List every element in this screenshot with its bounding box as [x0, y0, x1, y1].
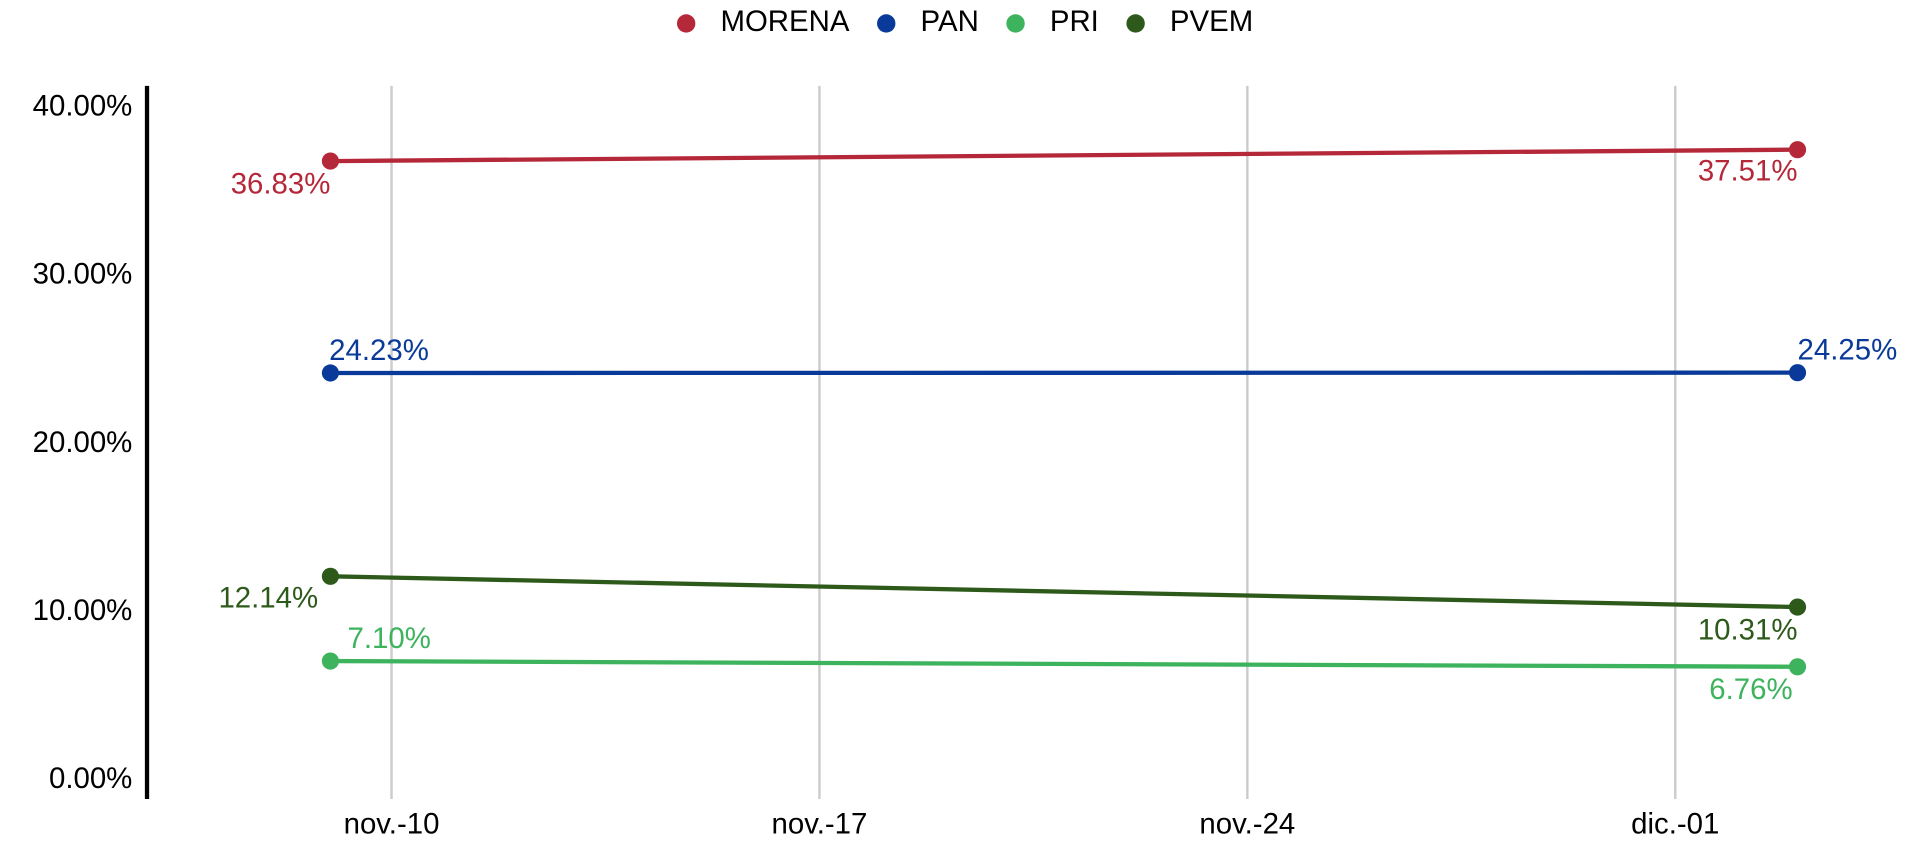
data-label: 12.14% [218, 581, 318, 614]
data-label: 7.10% [348, 622, 431, 655]
series-line [330, 574, 1798, 610]
legend-label: PVEM [1170, 5, 1253, 38]
y-tick-label: 20.00% [33, 426, 133, 459]
data-label: 10.31% [1698, 613, 1798, 646]
legend-marker [676, 14, 696, 33]
legend-marker [877, 14, 896, 33]
data-label: 24.23% [329, 334, 429, 367]
data-point [1788, 598, 1807, 616]
legend-label: PRI [1050, 5, 1099, 38]
y-tick-label: 0.00% [49, 762, 132, 795]
x-tick-label: nov.-17 [772, 808, 868, 841]
data-point [321, 652, 339, 670]
legend-item: PVEM [1126, 5, 1253, 38]
data-point [1788, 141, 1807, 159]
legend-item: PAN [877, 5, 979, 38]
y-tick-label: 40.00% [33, 90, 133, 123]
data-label: 6.76% [1709, 673, 1792, 706]
legend-marker [1006, 14, 1025, 33]
y-tick-label: 30.00% [33, 258, 133, 291]
data-label: 37.51% [1698, 155, 1798, 188]
data-point [321, 152, 339, 170]
legend-marker [1126, 14, 1145, 33]
x-tick-label: nov.-24 [1199, 808, 1295, 841]
x-tick-label: dic.-01 [1631, 808, 1719, 841]
data-point [1788, 364, 1807, 382]
data-point [321, 567, 339, 585]
legend-label: MORENA [720, 5, 849, 38]
legend-item: MORENA [676, 5, 850, 38]
series-line [330, 658, 1798, 669]
data-label: 24.25% [1798, 334, 1898, 367]
series-line [330, 147, 1798, 164]
grid [390, 85, 1677, 799]
legend-item: PRI [1006, 5, 1099, 38]
data-label: 36.83% [231, 167, 331, 200]
y-tick-label: 10.00% [33, 594, 133, 627]
legend-label: PAN [921, 5, 979, 38]
data-point [1788, 658, 1807, 676]
x-tick-label: nov.-10 [344, 808, 440, 841]
data-point [321, 364, 339, 382]
